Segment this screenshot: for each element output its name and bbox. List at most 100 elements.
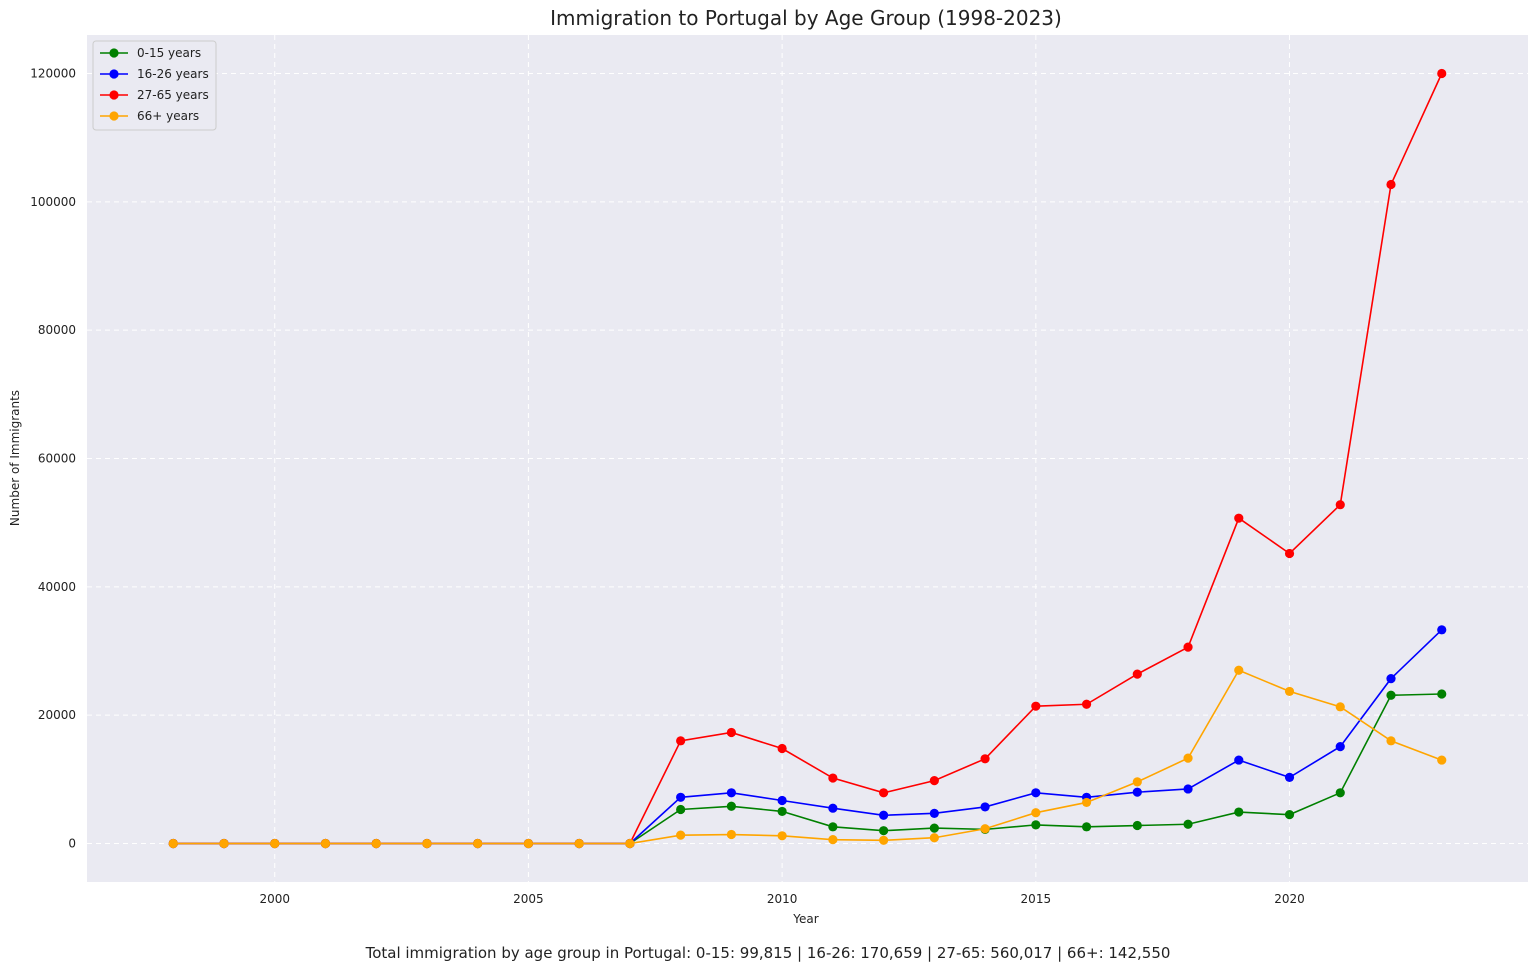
chart-title: Immigration to Portugal by Age Group (19…: [550, 6, 1062, 30]
data-point: [1183, 819, 1193, 829]
data-point: [1031, 701, 1041, 711]
data-point: [980, 802, 990, 812]
data-point: [371, 838, 381, 849]
x-tick-label: 2010: [767, 892, 798, 906]
data-point: [828, 773, 838, 783]
x-tick-label: 2020: [1274, 892, 1305, 906]
x-axis-label: Year: [792, 912, 818, 926]
data-point: [1234, 513, 1244, 523]
y-tick-label: 100000: [30, 195, 76, 209]
data-point: [1132, 787, 1142, 797]
data-point: [879, 826, 889, 836]
legend: 0-15 years 16-26 years 27-65 years 66+ year…: [92, 40, 217, 131]
y-tick-label: 80000: [38, 323, 76, 337]
data-point: [574, 838, 584, 849]
series-layer: [168, 68, 1447, 849]
data-point: [1284, 548, 1295, 559]
x-tick-label: 2015: [1021, 892, 1052, 906]
y-tick-label: 60000: [38, 452, 76, 466]
y-tick-label: 0: [68, 837, 76, 851]
data-point: [879, 835, 889, 845]
data-point: [1437, 689, 1447, 699]
legend-swatch-marker: [109, 111, 119, 121]
data-point: [1437, 68, 1447, 79]
legend-label: 66+ years: [137, 109, 199, 123]
data-point: [320, 838, 331, 849]
data-point: [1284, 686, 1295, 697]
legend-item: 66+ years: [100, 109, 199, 123]
data-point: [1132, 777, 1142, 787]
data-point: [1183, 784, 1193, 794]
data-point: [828, 822, 838, 832]
grid: [87, 35, 1528, 882]
y-tick-label: 120000: [30, 67, 76, 81]
legend-swatch-marker: [109, 90, 119, 100]
data-point: [929, 833, 939, 843]
data-point: [726, 788, 736, 798]
x-tick-label: 2000: [259, 892, 290, 906]
data-point: [1132, 820, 1142, 831]
data-point: [980, 824, 990, 834]
series-line: [173, 669, 1443, 845]
data-point: [270, 838, 280, 849]
data-point: [929, 823, 939, 833]
data-point: [726, 829, 736, 840]
data-point: [777, 806, 787, 817]
data-point: [676, 736, 686, 746]
data-point: [1437, 625, 1447, 635]
legend-swatch-marker: [109, 69, 119, 79]
data-point: [1081, 797, 1092, 808]
legend-box: [92, 40, 217, 131]
legend-label: 27-65 years: [137, 88, 209, 102]
chart-footer-note: Total immigration by age group in Portug…: [365, 944, 1171, 962]
data-point: [523, 838, 534, 849]
data-point: [929, 808, 939, 818]
data-point: [1386, 690, 1396, 700]
data-point: [1284, 772, 1295, 783]
data-point: [1335, 788, 1345, 798]
data-point: [1335, 702, 1345, 712]
legend-label: 0-15 years: [137, 46, 201, 60]
data-point: [1335, 742, 1345, 752]
y-axis-label: Number of Immigrants: [8, 390, 22, 526]
legend-item: 16-26 years: [100, 67, 209, 81]
data-point: [1234, 665, 1244, 675]
data-point: [676, 804, 686, 815]
data-point: [168, 838, 178, 849]
data-point: [1284, 810, 1295, 820]
data-point: [1081, 822, 1092, 832]
data-point: [980, 754, 990, 764]
data-point: [929, 776, 939, 786]
data-point: [1031, 808, 1041, 818]
data-point: [625, 838, 635, 849]
data-point: [676, 830, 686, 840]
data-point: [1183, 642, 1193, 652]
data-point: [879, 788, 889, 798]
data-point: [676, 792, 686, 802]
series-66-years: [168, 665, 1447, 849]
data-point: [828, 803, 838, 813]
data-point: [1386, 736, 1396, 746]
data-point: [1386, 179, 1396, 190]
x-tick-label: 2005: [513, 892, 544, 906]
data-point: [1031, 788, 1041, 798]
data-point: [1081, 699, 1092, 709]
data-point: [1183, 753, 1193, 763]
legend-label: 16-26 years: [137, 67, 209, 81]
legend-item: 27-65 years: [100, 88, 209, 102]
data-point: [422, 838, 432, 849]
legend-swatch-marker: [109, 48, 119, 58]
data-point: [1335, 500, 1345, 510]
data-point: [726, 727, 736, 738]
data-point: [219, 838, 229, 849]
data-point: [879, 810, 889, 820]
data-point: [1234, 807, 1244, 817]
y-tick-label: 40000: [38, 580, 76, 594]
data-point: [1132, 669, 1142, 679]
data-point: [777, 743, 787, 754]
data-point: [726, 801, 736, 811]
data-point: [1437, 755, 1447, 765]
legend-item: 0-15 years: [100, 46, 201, 60]
data-point: [777, 831, 787, 841]
